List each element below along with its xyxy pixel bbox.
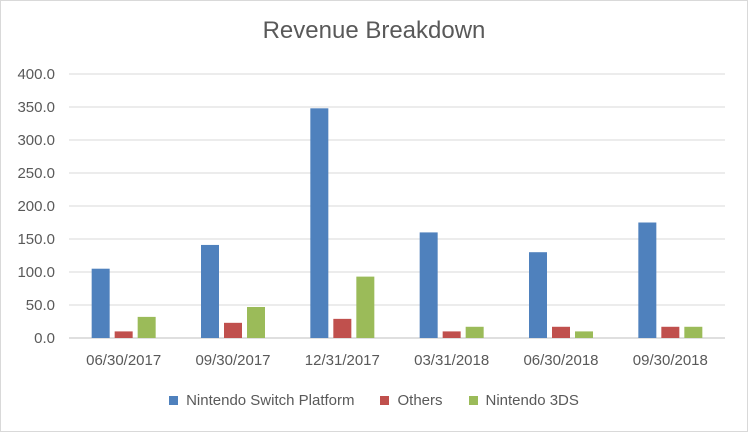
chart-legend: Nintendo Switch Platform Others Nintendo… [1,392,747,409]
bar [247,306,265,338]
legend-item-others: Others [380,392,443,409]
legend-swatch-3ds [468,396,478,405]
bar [552,326,570,338]
x-tick-label: 06/30/2018 [523,352,598,369]
legend-label-switch: Nintendo Switch Platform [186,392,355,409]
y-tick-label: 400.0 [17,66,55,83]
y-tick-label: 350.0 [17,99,55,116]
y-tick-label: 100.0 [17,264,55,281]
chart-title: Revenue Breakdown [262,17,486,44]
legend-item-switch: Nintendo Switch Platform [169,392,354,409]
bar [465,326,484,338]
y-tick-label: 250.0 [17,165,55,182]
bar [575,331,593,338]
bar [684,326,703,338]
bar [529,252,547,338]
y-tick-label: 150.0 [17,231,55,248]
y-tick-label: 50.0 [26,297,55,314]
y-tick-label: 0.0 [34,330,55,347]
bar [442,331,461,338]
legend-swatch-switch [169,396,179,405]
bar [638,222,657,338]
x-tick-label: 06/30/2017 [86,352,161,369]
bar [114,331,133,338]
x-tick-label: 03/31/2018 [414,352,489,369]
x-tick-label: 09/30/2017 [195,352,270,369]
bar [333,318,352,338]
legend-label-others: Others [397,392,443,409]
legend-swatch-others [380,396,390,405]
bar [201,244,219,338]
y-tick-label: 300.0 [17,132,55,149]
legend-label-3ds: Nintendo 3DS [485,392,579,409]
y-tick-label: 200.0 [17,198,55,215]
bar [91,268,110,338]
x-tick-label: 12/31/2017 [305,352,380,369]
legend-item-3ds: Nintendo 3DS [468,392,579,409]
bar [356,276,375,338]
bar [310,108,329,338]
bar [661,326,680,338]
bar [419,232,438,338]
bar [137,316,156,338]
bar [224,322,242,338]
x-tick-label: 09/30/2018 [633,352,708,369]
